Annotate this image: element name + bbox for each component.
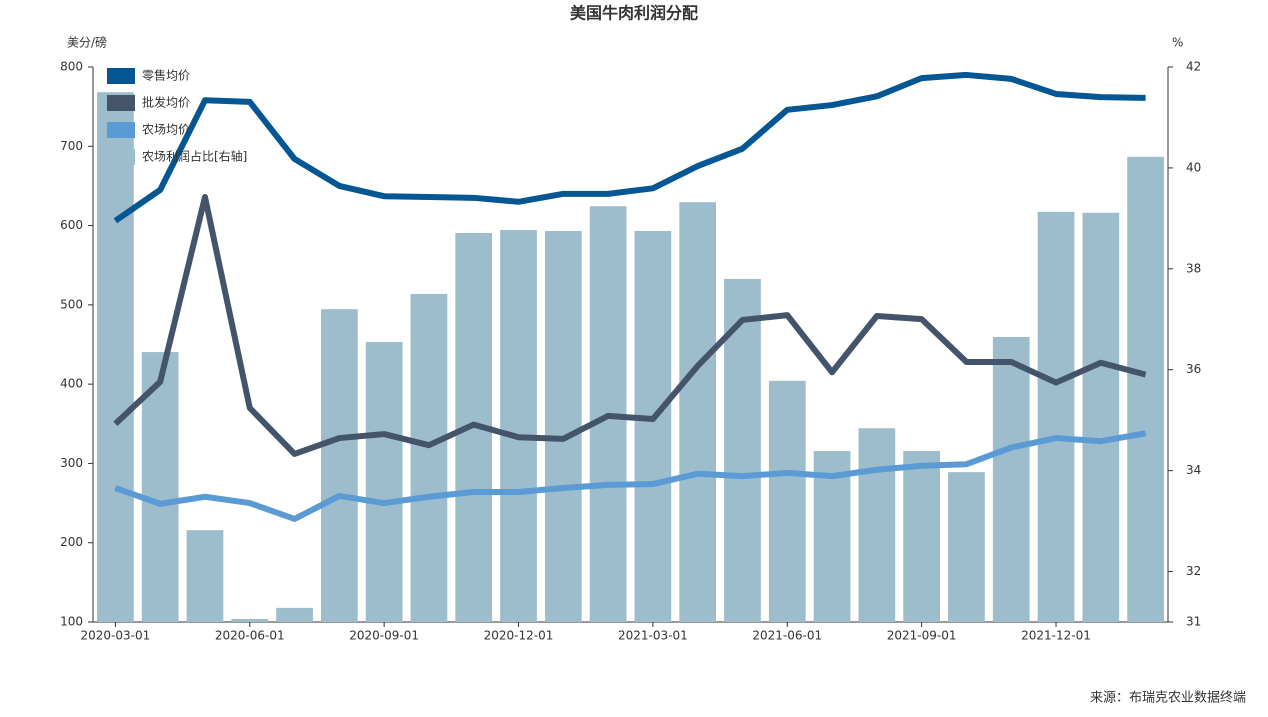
bar (858, 428, 896, 622)
y2-tick-label: 36 (1186, 362, 1201, 376)
chart-title: 美国牛肉利润分配 (570, 4, 698, 23)
bar (500, 229, 537, 622)
y2-tick-label: 40 (1186, 160, 1201, 174)
y2-tick-label: 34 (1186, 463, 1201, 477)
bar (97, 92, 134, 622)
line (113, 71, 1146, 224)
bar (813, 450, 851, 622)
bar (186, 530, 224, 622)
y-tick-label: 100 (60, 615, 83, 629)
legend-label: 农场均价 (142, 123, 190, 137)
legend-label: 批发均价 (142, 95, 190, 110)
bar (1037, 211, 1075, 622)
bar (903, 450, 941, 622)
y2-tick-label: 32 (1186, 564, 1201, 578)
y-tick-label: 500 (60, 297, 83, 311)
bar (948, 472, 985, 622)
bar (1082, 212, 1120, 622)
x-tick-label: 2020-06-01 (215, 629, 285, 643)
legend-label: 零售均价 (142, 68, 190, 83)
bar (992, 336, 1030, 622)
x-tick-label: 2020-03-01 (81, 629, 151, 643)
legend-label: 农场利润占比[右轴] (142, 149, 247, 164)
x-tick-label: 2021-06-01 (752, 629, 822, 643)
y-axis-label: 美分/磅 (67, 35, 107, 50)
bar (365, 341, 403, 622)
bar (768, 380, 806, 622)
x-tick-label: 2020-12-01 (484, 629, 554, 643)
line (113, 194, 1147, 457)
y-tick-label: 700 (60, 139, 83, 153)
bar (544, 230, 582, 622)
y-tick-label: 800 (60, 60, 83, 74)
y2-tick-label: 31 (1186, 615, 1201, 629)
bar (276, 607, 313, 622)
bar (320, 309, 358, 622)
bar (634, 230, 672, 622)
y2-tick-label: 42 (1186, 60, 1201, 74)
y-tick-label: 200 (60, 535, 83, 549)
bar (1127, 156, 1164, 623)
x-tick-label: 2021-03-01 (618, 629, 688, 643)
line (114, 430, 1147, 522)
source: 来源：布瑞克农业数据终端 (1090, 690, 1246, 706)
y-tick-label: 300 (60, 456, 83, 470)
legend-swatch (107, 149, 135, 165)
legend-swatch (107, 122, 135, 138)
y2-axis-label: % (1172, 36, 1183, 50)
x-tick-label: 2020-09-01 (349, 629, 419, 643)
legend-swatch (107, 95, 135, 111)
bar (679, 202, 717, 622)
x-tick-label: 2021-12-01 (1021, 629, 1091, 643)
x-tick-label: 2021-09-01 (887, 629, 957, 643)
y2-tick-label: 38 (1186, 261, 1201, 275)
legend-swatch (107, 68, 135, 84)
y-tick-label: 400 (60, 377, 83, 391)
y-tick-label: 600 (60, 218, 83, 232)
bar (410, 294, 448, 622)
bar (231, 618, 269, 622)
